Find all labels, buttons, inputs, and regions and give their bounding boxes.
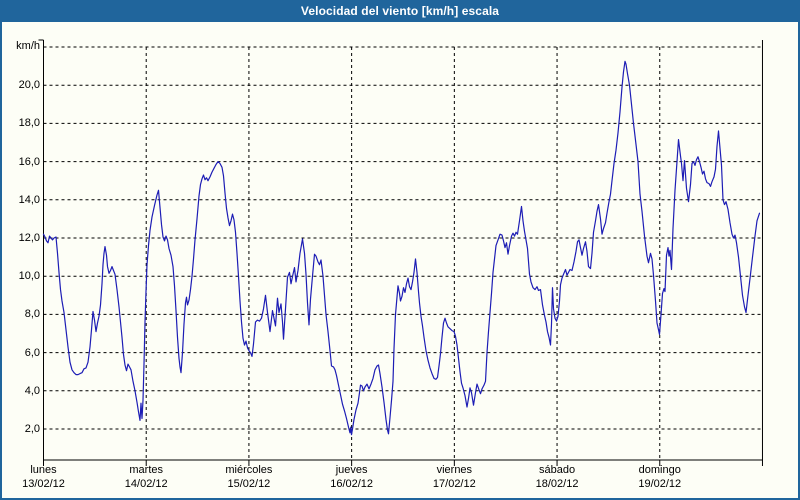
x-day-name: viernes [436,464,473,476]
y-tick-label: 20,0 [18,79,40,92]
x-day-date: 15/02/12 [227,478,271,490]
y-tick-label: 2,0 [24,423,40,435]
chart-title: Velocidad del viento [km/h] escala [300,4,500,18]
x-day-label: viernes 17/02/12 [406,464,502,490]
x-day-date: 16/02/12 [330,478,374,490]
x-day-label: martes 14/02/12 [98,464,194,490]
y-tick-label: 18,0 [18,117,40,130]
x-day-name: miércoles [225,464,273,476]
wind-speed-line [42,60,761,436]
title-bar: Velocidad del viento [km/h] escala [2,2,798,22]
x-day-date: 19/02/12 [638,478,682,490]
x-day-name: domingo [638,464,681,476]
x-day-date: 13/02/12 [22,478,65,490]
x-day-label: domingo 19/02/12 [612,464,708,490]
y-axis-unit-label: km/h [16,40,40,52]
x-day-date: 18/02/12 [535,478,579,490]
x-day-name: lunes [30,464,57,476]
y-tick-label: 8,0 [24,308,40,321]
y-tick-label: 16,0 [18,155,40,168]
y-tick-label: 10,0 [18,270,40,283]
x-day-date: 17/02/12 [432,478,476,490]
x-day-label: jueves 16/02/12 [304,464,400,490]
x-day-label: sábado 18/02/12 [509,464,605,490]
x-day-date: 14/02/12 [124,478,168,490]
x-day-name: sábado [539,464,576,476]
x-day-label: miércoles 15/02/12 [201,464,297,490]
y-tick-label: 14,0 [18,193,40,206]
x-day-name: jueves [335,464,368,476]
y-tick-label: 12,0 [18,232,40,244]
y-tick-label: 6,0 [24,346,40,359]
x-day-label: lunes 13/02/12 [2,464,92,490]
y-tick-label: 4,0 [24,384,40,397]
x-day-name: martes [129,464,164,476]
